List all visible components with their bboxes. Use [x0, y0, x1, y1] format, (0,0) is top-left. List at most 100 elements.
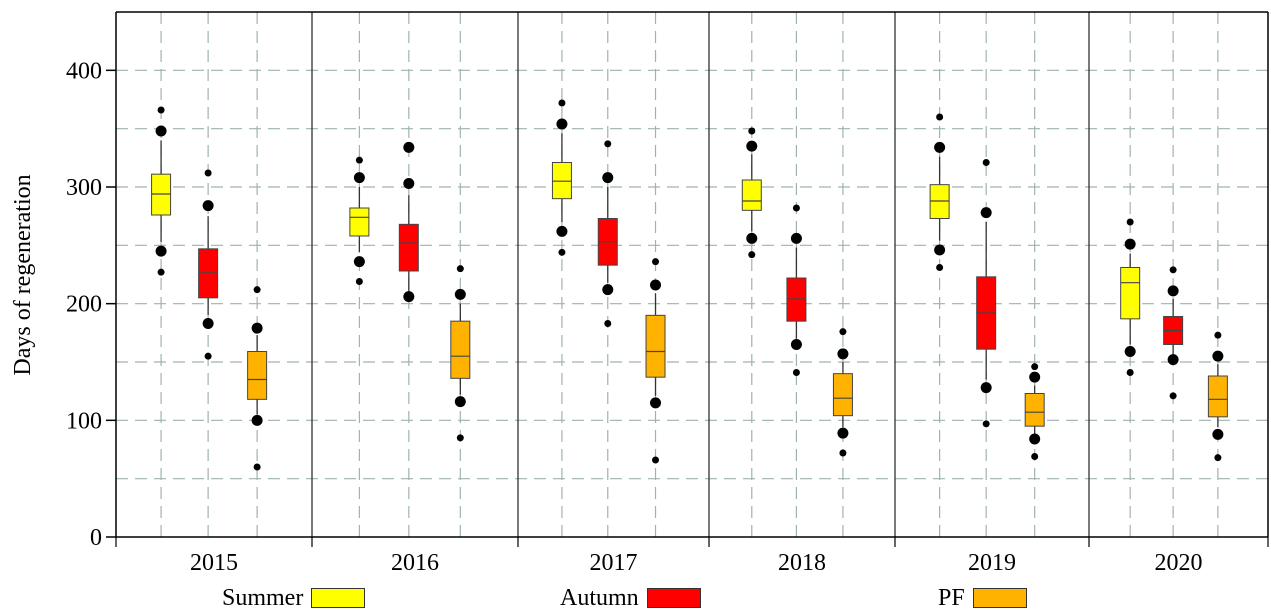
outlier-point — [1212, 428, 1224, 440]
outlier-point — [936, 113, 944, 121]
box-autumn-2017 — [597, 140, 618, 327]
outlier-point — [602, 172, 614, 184]
legend-swatch-autumn — [646, 588, 701, 608]
legend-item-autumn: Autumn — [560, 582, 701, 614]
outlier-point — [1167, 354, 1179, 366]
outlier-point — [204, 352, 212, 360]
box-summer-2015 — [151, 106, 172, 276]
outlier-point — [456, 265, 464, 273]
box-iqr — [349, 207, 370, 237]
box-summer-2020 — [1120, 218, 1141, 376]
outlier-point — [355, 278, 363, 285]
outlier-point — [253, 286, 261, 294]
outlier-point — [748, 251, 756, 259]
box-autumn-2020 — [1163, 266, 1184, 400]
box-iqr — [1120, 267, 1141, 320]
box-summer-2016 — [349, 156, 370, 285]
outlier-point — [403, 178, 415, 189]
y-tick-label: 200 — [66, 292, 102, 318]
box-iqr — [1207, 375, 1228, 418]
x-tick-label: 2018 — [778, 550, 826, 576]
box-iqr — [247, 351, 268, 400]
box-pf-2019 — [1024, 363, 1045, 460]
outlier-point — [556, 118, 568, 130]
outlier-point — [353, 256, 365, 268]
outlier-point — [202, 318, 214, 329]
outlier-point — [355, 156, 363, 164]
outlier-point — [934, 244, 946, 256]
box-iqr — [645, 314, 666, 378]
x-tick-label: 2017 — [590, 550, 638, 576]
outlier-point — [1031, 453, 1039, 460]
legend-label-pf: PF — [938, 584, 965, 611]
outlier-point — [790, 339, 802, 350]
outlier-point — [204, 169, 212, 177]
outlier-point — [353, 172, 365, 184]
outlier-point — [1167, 285, 1179, 297]
outlier-point — [1031, 363, 1039, 371]
outlier-point — [1126, 218, 1134, 226]
box-pf-2018 — [832, 328, 853, 457]
year-dividers — [311, 12, 1090, 537]
outlier-point — [936, 264, 944, 271]
outlier-point — [746, 140, 758, 152]
legend-item-summer: Summer — [222, 582, 366, 614]
outlier-point — [982, 420, 990, 428]
outlier-point — [748, 127, 756, 135]
box-autumn-2015 — [198, 169, 219, 360]
outlier-point — [604, 320, 612, 327]
outlier-point — [558, 248, 566, 256]
outlier-point — [556, 225, 568, 237]
outlier-point — [839, 328, 847, 336]
boxes — [151, 99, 1228, 471]
outlier-point — [1169, 392, 1177, 400]
y-tick-label: 100 — [66, 408, 102, 434]
y-tick-label: 0 — [90, 525, 102, 551]
outlier-point — [1126, 369, 1134, 376]
outlier-point — [934, 141, 946, 153]
box-summer-2017 — [551, 99, 572, 256]
legend-swatch-pf — [972, 588, 1027, 608]
outlier-point — [251, 414, 263, 426]
outlier-point — [202, 200, 214, 212]
box-autumn-2018 — [786, 204, 807, 376]
outlier-point — [1214, 454, 1222, 462]
outlier-point — [790, 232, 802, 244]
x-tick-label: 2016 — [391, 550, 439, 576]
outlier-point — [837, 348, 849, 360]
outlier-point — [839, 449, 847, 457]
outlier-point — [1212, 350, 1224, 362]
outlier-point — [652, 258, 660, 266]
box-iqr — [198, 248, 219, 299]
outlier-point — [454, 288, 466, 300]
x-tick-label: 2020 — [1155, 550, 1203, 576]
outlier-point — [1029, 371, 1041, 383]
outlier-point — [746, 232, 758, 244]
outlier-point — [157, 106, 165, 114]
box-iqr — [450, 320, 471, 379]
box-pf-2017 — [645, 258, 666, 464]
outlier-point — [792, 204, 800, 212]
y-tick-label: 400 — [66, 58, 102, 84]
box-autumn-2019 — [976, 159, 997, 428]
outlier-point — [403, 141, 415, 153]
outlier-point — [456, 434, 464, 442]
outlier-point — [604, 140, 612, 148]
box-iqr — [398, 223, 419, 272]
box-summer-2018 — [741, 127, 762, 259]
outlier-point — [982, 159, 990, 166]
box-summer-2019 — [929, 113, 950, 271]
box-autumn-2016 — [398, 141, 419, 303]
outlier-point — [650, 279, 662, 291]
box-pf-2016 — [450, 265, 471, 442]
outlier-point — [602, 284, 614, 296]
outlier-point — [837, 427, 849, 439]
outlier-point — [980, 207, 992, 219]
x-tick-label: 2015 — [190, 550, 238, 576]
outlier-point — [1124, 346, 1136, 357]
outlier-point — [155, 125, 167, 137]
axes — [106, 11, 1269, 547]
outlier-point — [980, 382, 992, 394]
outlier-point — [650, 397, 662, 409]
